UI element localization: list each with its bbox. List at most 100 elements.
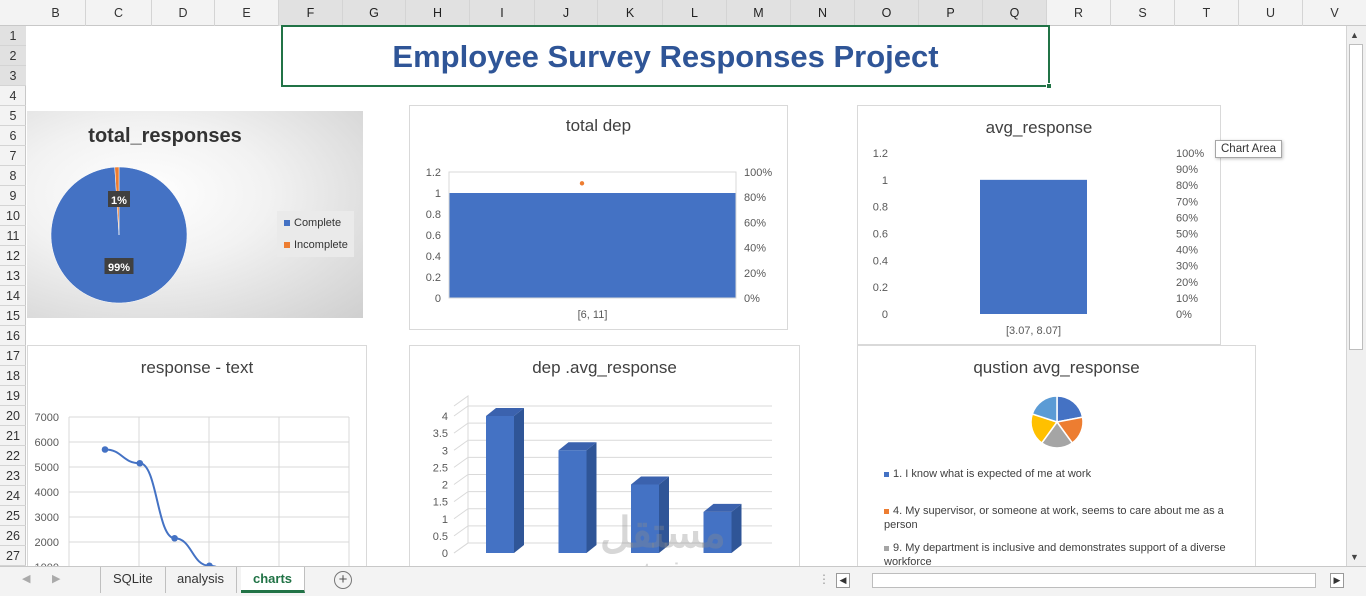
secondary-point <box>579 181 585 186</box>
row-header-22[interactable]: 22 <box>0 446 26 466</box>
y2-tick-label: 100% <box>1176 148 1204 160</box>
scroll-up-icon[interactable]: ▲ <box>1350 30 1359 40</box>
row-header-8[interactable]: 8 <box>0 166 26 186</box>
chart-legend: Complete Incomplete <box>277 211 354 257</box>
row-header-15[interactable]: 15 <box>0 306 26 326</box>
y2-tick-label: 60% <box>744 217 766 229</box>
gridline <box>453 456 469 468</box>
y2-tick-label: 20% <box>744 268 766 280</box>
row-header-13[interactable]: 13 <box>0 266 26 286</box>
y-tick-label: 2000 <box>35 537 59 549</box>
column-header-s[interactable]: S <box>1111 0 1175 26</box>
column-header-i[interactable]: I <box>470 0 535 26</box>
bar-top <box>703 503 742 512</box>
horizontal-scroll-thumb[interactable] <box>872 573 1316 588</box>
column-header-b[interactable]: B <box>26 0 86 26</box>
bar-side <box>586 442 597 553</box>
column-header-u[interactable]: U <box>1239 0 1303 26</box>
row-header-19[interactable]: 19 <box>0 386 26 406</box>
column-header-n[interactable]: N <box>791 0 855 26</box>
column-header-h[interactable]: H <box>406 0 470 26</box>
column-header-v[interactable]: V <box>1303 0 1366 26</box>
column-header-f[interactable]: F <box>279 0 343 26</box>
prev-sheet-icon[interactable]: ◀ <box>22 573 31 585</box>
tab-analysis[interactable]: analysis <box>165 567 237 593</box>
row-header-18[interactable]: 18 <box>0 366 26 386</box>
add-sheet-button[interactable]: + <box>334 571 352 589</box>
column-header-l[interactable]: L <box>663 0 727 26</box>
chart-title: avg_response <box>985 118 1093 137</box>
row-header-11[interactable]: 11 <box>0 226 26 246</box>
column-header-q[interactable]: Q <box>983 0 1047 26</box>
y2-tick-label: 10% <box>1176 293 1198 305</box>
column-header-t[interactable]: T <box>1175 0 1239 26</box>
row-header-26[interactable]: 26 <box>0 526 26 546</box>
y2-tick-label: 40% <box>744 243 766 255</box>
title-cell[interactable]: Employee Survey Responses Project <box>281 25 1052 89</box>
y-tick-label: 0.5 <box>433 531 448 543</box>
row-header-21[interactable]: 21 <box>0 426 26 446</box>
chart-avg-response[interactable]: avg_response 0 0.2 0.4 0.6 0.8 1 1.2 0% 10% 20% 30… <box>857 105 1221 345</box>
column-header-j[interactable]: J <box>535 0 598 26</box>
column-header-c[interactable]: C <box>86 0 152 26</box>
y-tick-label: 6000 <box>35 437 59 449</box>
column-header-g[interactable]: G <box>343 0 406 26</box>
tab-charts[interactable]: charts <box>241 567 306 593</box>
y-tick-label: 1.2 <box>873 148 888 160</box>
y-tick-label: 0 <box>435 293 441 305</box>
row-header-10[interactable]: 10 <box>0 206 26 226</box>
scroll-right-icon[interactable]: ▶ <box>1330 573 1344 588</box>
legend-item-complete: Complete <box>284 217 341 229</box>
y-tick-label: 4000 <box>35 487 59 499</box>
scroll-thumb[interactable] <box>1349 44 1363 350</box>
pie-slice <box>1031 395 1058 424</box>
gridline <box>453 525 469 537</box>
row-header-16[interactable]: 16 <box>0 326 26 346</box>
column-header-d[interactable]: D <box>152 0 215 26</box>
tab-sqlite[interactable]: SQLite <box>100 567 166 593</box>
y-tick-label: 3 <box>442 445 448 457</box>
row-header-1[interactable]: 1 <box>0 26 26 46</box>
row-header-3[interactable]: 3 <box>0 66 26 86</box>
y-tick-label: 3000 <box>35 512 59 524</box>
row-header-7[interactable]: 7 <box>0 146 26 166</box>
column-header-e[interactable]: E <box>215 0 279 26</box>
row-header-5[interactable]: 5 <box>0 106 26 126</box>
column-header-r[interactable]: R <box>1047 0 1111 26</box>
y-tick-label: 7000 <box>35 412 59 424</box>
row-header-25[interactable]: 25 <box>0 506 26 526</box>
column-header-m[interactable]: M <box>727 0 791 26</box>
chart-total-dep[interactable]: total dep 0 0.2 0.4 0.6 0.8 1 1.2 0% 20% 40% 60% 80… <box>409 105 788 330</box>
row-header-6[interactable]: 6 <box>0 126 26 146</box>
row-header-27[interactable]: 27 <box>0 546 26 566</box>
scroll-left-icon[interactable]: ◀ <box>836 573 850 588</box>
y-tick-label: 1 <box>882 175 888 187</box>
gridline <box>453 422 469 434</box>
row-header-14[interactable]: 14 <box>0 286 26 306</box>
row-header-17[interactable]: 17 <box>0 346 26 366</box>
resize-handle[interactable] <box>1046 83 1052 89</box>
chart-response-text[interactable]: response - text 1000 2000 3000 4000 5000 6000… <box>27 345 367 568</box>
row-header-20[interactable]: 20 <box>0 406 26 426</box>
scroll-down-icon[interactable]: ▼ <box>1350 552 1359 562</box>
row-header-24[interactable]: 24 <box>0 486 26 506</box>
column-header-p[interactable]: P <box>919 0 983 26</box>
row-header-9[interactable]: 9 <box>0 186 26 206</box>
y-tick-label: 2.5 <box>433 462 448 474</box>
row-header-4[interactable]: 4 <box>0 86 26 106</box>
chart-question-avg-response[interactable]: qustion avg_response 1. I know what is e… <box>857 345 1256 568</box>
y-tick-label: 0.2 <box>873 282 888 294</box>
row-header-12[interactable]: 12 <box>0 246 26 266</box>
column-header-k[interactable]: K <box>598 0 663 26</box>
bar-top <box>486 408 524 416</box>
y2-tick-label: 50% <box>1176 229 1198 241</box>
split-handle-icon[interactable]: ⋮ <box>818 572 830 586</box>
row-header-23[interactable]: 23 <box>0 466 26 486</box>
chart-total-responses[interactable]: total_responses 99% 1% Complete Incomplet… <box>27 111 363 318</box>
column-header-o[interactable]: O <box>855 0 919 26</box>
vertical-scrollbar[interactable]: ▲ ▼ <box>1346 26 1366 566</box>
y2-tick-label: 80% <box>744 192 766 204</box>
row-header-2[interactable]: 2 <box>0 46 26 66</box>
next-sheet-icon[interactable]: ▶ <box>52 573 61 585</box>
